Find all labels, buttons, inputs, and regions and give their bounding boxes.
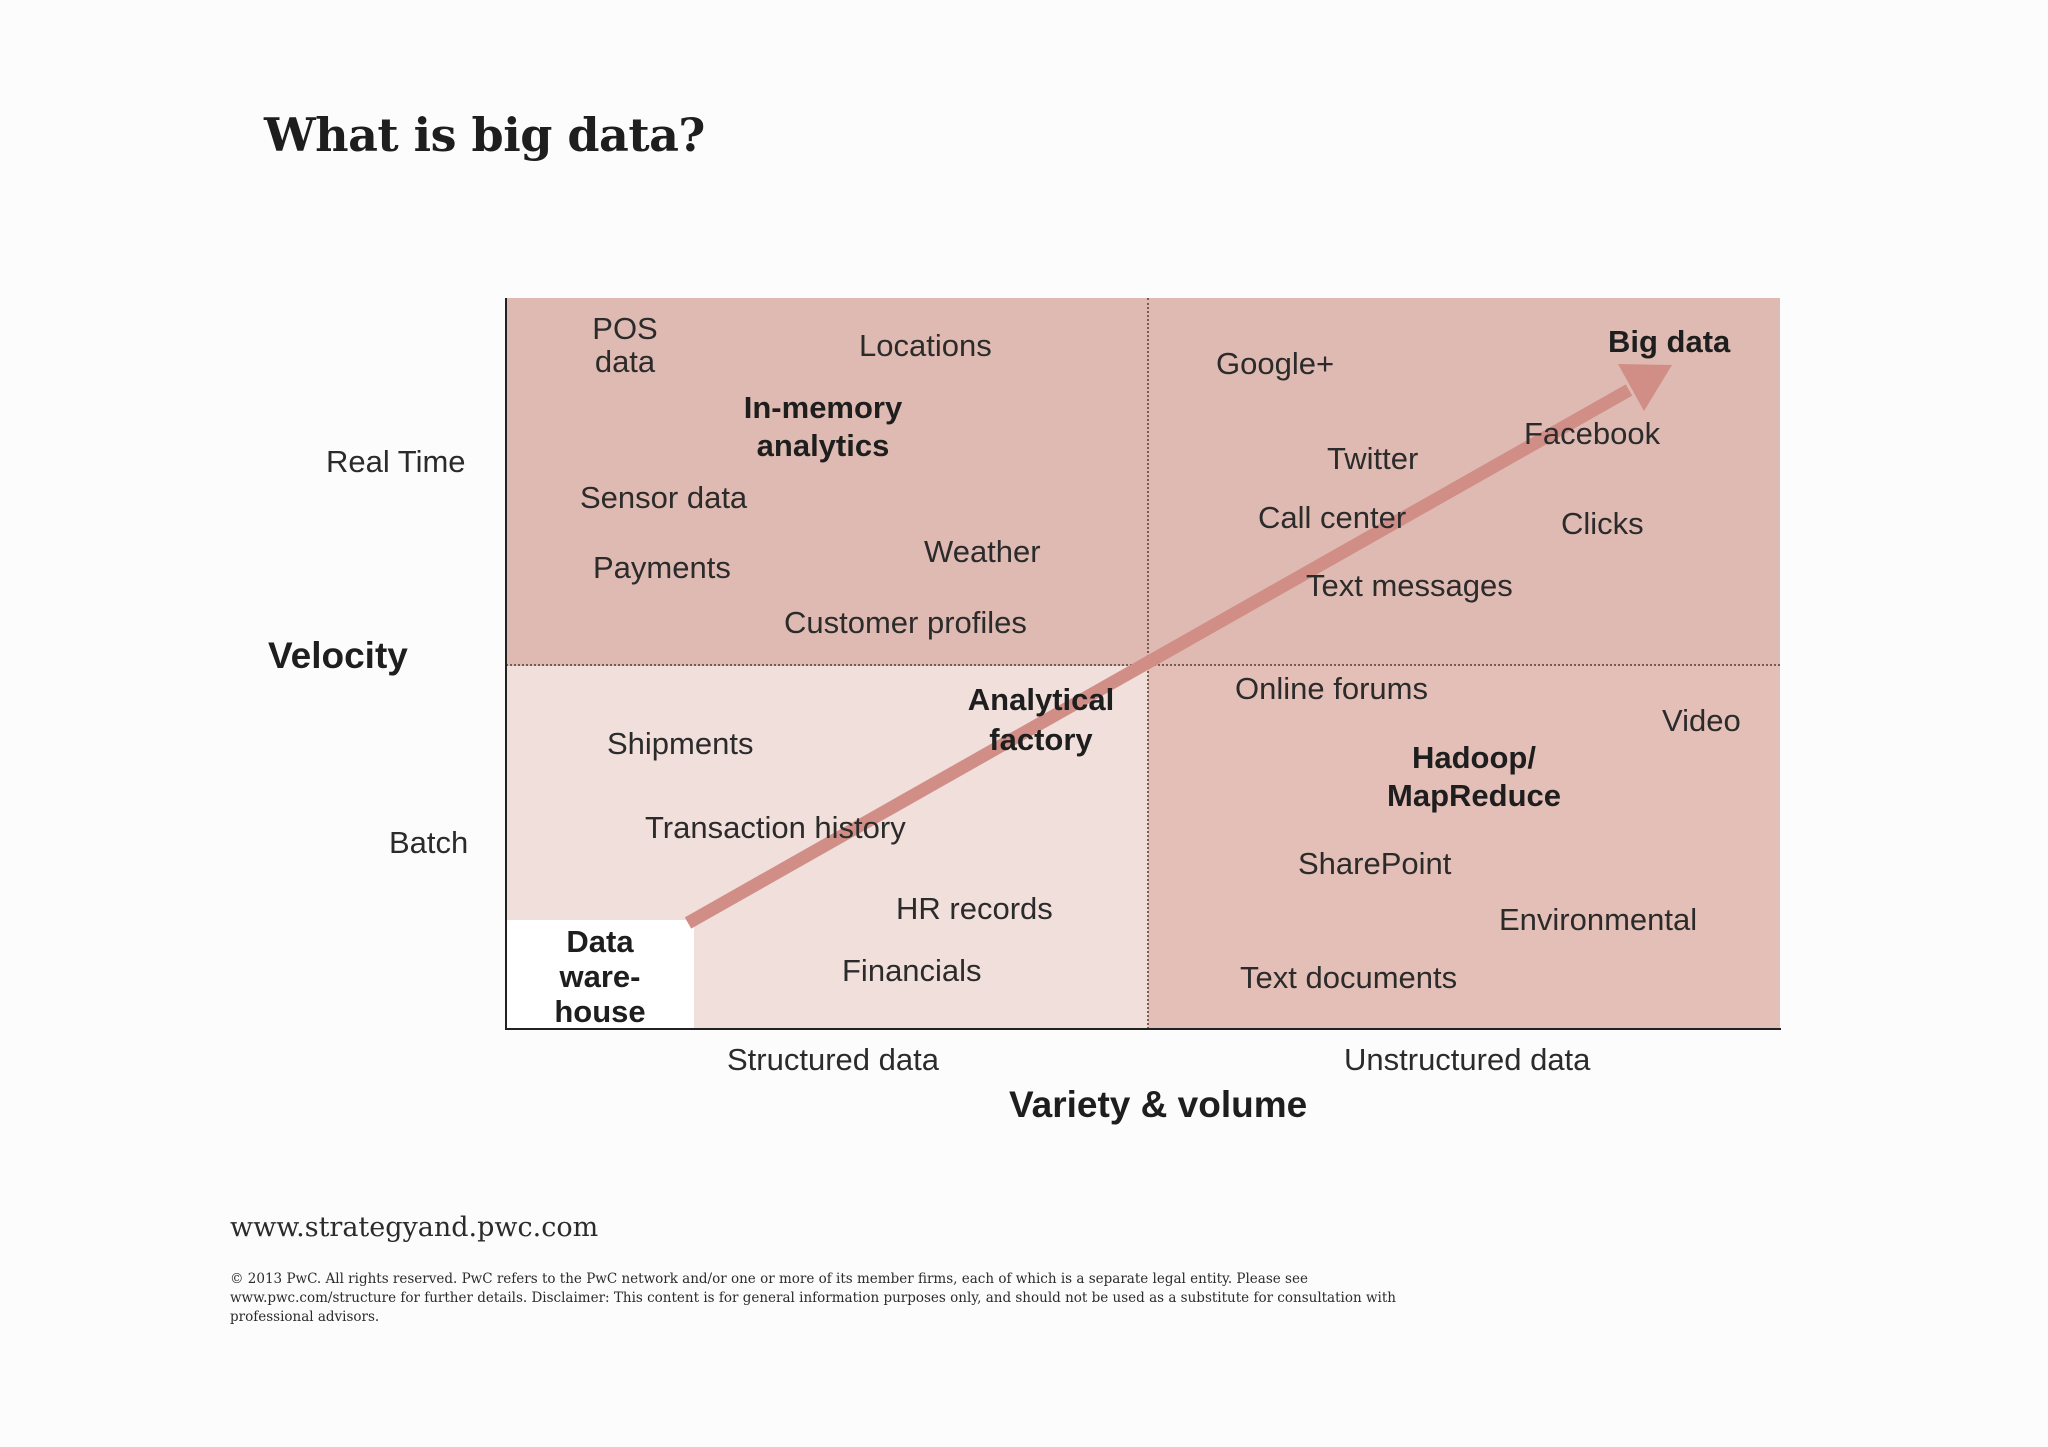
item-pos-data: POS data [592,311,658,379]
item-google-plus: Google+ [1216,346,1335,381]
item-online-forums: Online forums [1235,671,1428,706]
quadrant-batch-unstructured [1148,666,1780,1029]
item-twitter: Twitter [1327,441,1419,476]
item-sensor-data: Sensor data [580,480,748,515]
item-customer-profiles: Customer profiles [784,605,1027,640]
copyright-disclaimer: © 2013 PwC. All rights reserved. PwC ref… [230,1271,1396,1325]
y-axis-label-batch: Batch [389,825,469,860]
heading-analytical-factory: Analytical factory [967,682,1115,757]
x-axis-label-structured: Structured data [727,1042,939,1077]
item-hr-records: HR records [896,891,1053,926]
item-sharepoint: SharePoint [1298,846,1452,881]
item-payments: Payments [593,550,731,585]
heading-in-memory-analytics: In-memory analytics [743,390,903,463]
item-video: Video [1662,703,1741,738]
x-axis-title: Variety & volume [1009,1084,1308,1125]
y-axis-title: Velocity [268,635,408,676]
y-axis-line [505,298,507,1030]
item-shipments: Shipments [607,726,754,761]
data-warehouse-box [506,920,694,1029]
item-call-center: Call center [1258,500,1407,535]
heading-hadoop-mapreduce: Hadoop/ MapReduce [1387,740,1561,813]
heading-data-warehouse: Data ware- house [554,924,646,1029]
item-text-messages: Text messages [1306,568,1513,603]
quadrant-real-time-structured [506,298,1148,666]
website-link[interactable]: www.strategyand.pwc.com [230,1212,599,1243]
item-locations: Locations [859,328,992,363]
item-text-documents: Text documents [1240,960,1458,995]
y-axis-label-real-time: Real Time [326,444,466,479]
item-clicks: Clicks [1561,506,1644,541]
item-transaction-history: Transaction history [645,810,906,845]
item-weather: Weather [924,534,1041,569]
x-axis-label-unstructured: Unstructured data [1344,1042,1591,1077]
item-financials: Financials [842,953,982,988]
x-axis-line [505,1028,1781,1030]
page-title: What is big data? [264,108,705,162]
item-facebook: Facebook [1524,416,1661,451]
heading-big-data: Big data [1608,324,1731,359]
item-environmental: Environmental [1499,902,1698,937]
